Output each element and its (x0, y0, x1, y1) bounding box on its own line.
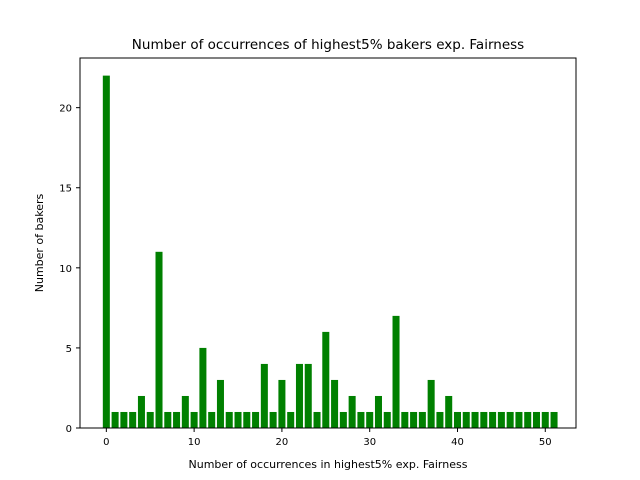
bar (374, 395, 382, 428)
bar (278, 379, 286, 428)
bar (216, 379, 224, 428)
bar (181, 395, 189, 428)
bar (120, 411, 128, 428)
bar (453, 411, 461, 428)
bar (295, 363, 303, 428)
bar (532, 411, 540, 428)
x-tick-label: 30 (363, 437, 376, 448)
y-axis-ticks: 0 5 10 15 20 (59, 104, 80, 435)
bar (111, 411, 119, 428)
bar (462, 411, 470, 428)
bar (164, 411, 172, 428)
bar (190, 411, 198, 428)
bar (489, 411, 497, 428)
bar (269, 411, 277, 428)
bar (410, 411, 418, 428)
x-tick-label: 20 (276, 437, 289, 448)
bar (383, 411, 391, 428)
x-tick-label: 10 (188, 437, 201, 448)
bar (199, 347, 207, 428)
plot-frame (79, 57, 577, 429)
bar (146, 411, 154, 428)
bar (480, 411, 488, 428)
bar (243, 411, 251, 428)
bar (418, 411, 426, 428)
bar (260, 363, 268, 428)
x-axis-label: Number of occurrences in highest5% exp. … (189, 458, 468, 471)
bar (497, 411, 505, 428)
x-tick-label: 0 (103, 437, 109, 448)
bar (304, 363, 312, 428)
bar (339, 411, 347, 428)
bar (401, 411, 409, 428)
x-tick-label: 50 (539, 437, 552, 448)
y-tick-label: 0 (66, 424, 72, 435)
bar (331, 379, 339, 428)
bar (541, 411, 549, 428)
bar (129, 411, 137, 428)
bars-group (102, 75, 558, 429)
bar (524, 411, 532, 428)
y-tick-label: 10 (59, 264, 72, 275)
y-tick-label: 5 (66, 344, 72, 355)
bar (234, 411, 242, 428)
y-tick-label: 20 (59, 104, 72, 115)
bar (225, 411, 233, 428)
x-tick-label: 40 (451, 437, 464, 448)
bar (252, 411, 260, 428)
y-axis-label: Number of bakers (33, 193, 46, 292)
bar (436, 411, 444, 428)
y-tick-label: 15 (59, 184, 72, 195)
bar (515, 411, 523, 428)
bar (357, 411, 365, 428)
bar (445, 395, 453, 428)
bar (550, 411, 558, 428)
chart-title: Number of occurrences of highest5% baker… (132, 37, 524, 53)
bar (427, 379, 435, 428)
bar (287, 411, 295, 428)
bar (322, 331, 330, 428)
bar (506, 411, 514, 428)
bar (208, 411, 216, 428)
bar (173, 411, 181, 428)
bar (348, 395, 356, 428)
bar (471, 411, 479, 428)
bar (102, 75, 110, 429)
bar (155, 251, 163, 428)
x-axis-ticks: 0 10 20 30 40 50 (103, 428, 552, 448)
bar (313, 411, 321, 428)
bar (137, 395, 145, 428)
bar (392, 315, 400, 428)
bar (366, 411, 374, 428)
